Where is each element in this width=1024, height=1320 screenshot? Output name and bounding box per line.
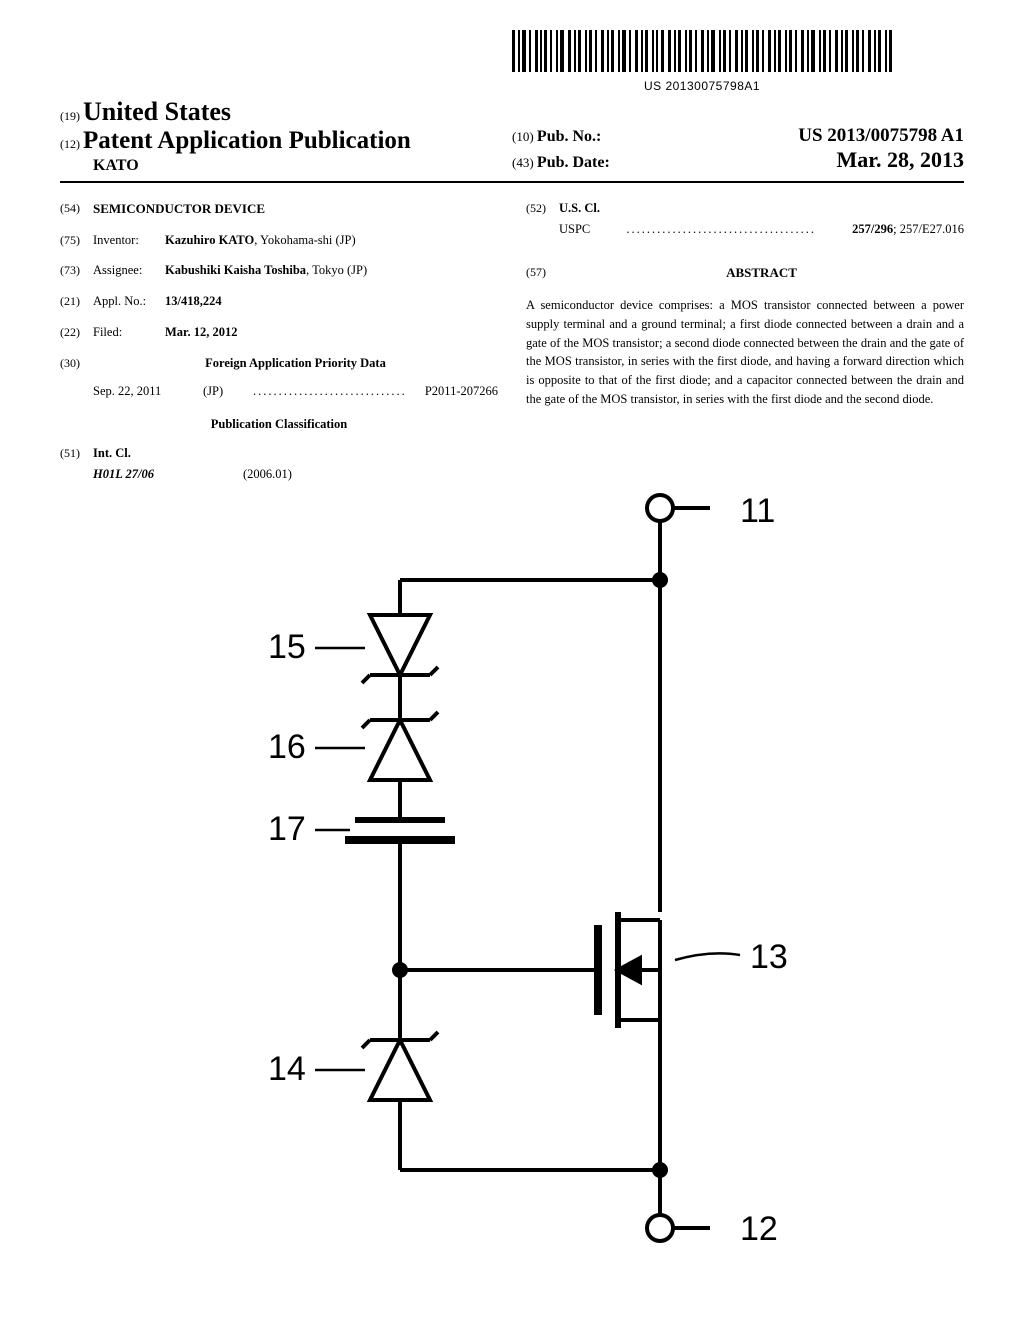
circuit-label-13: 13 xyxy=(750,938,788,977)
inventor-label: Inventor: xyxy=(93,231,165,250)
header: (19) United States (12) Patent Applicati… xyxy=(60,97,964,183)
uspc-label: USPC xyxy=(559,220,590,239)
circuit-label-15: 15 xyxy=(268,628,306,667)
assignee-location: , Tokyo (JP) xyxy=(306,263,367,277)
inventor-location: , Yokohama-shi (JP) xyxy=(254,233,355,247)
pub-no-code: (10) xyxy=(512,129,534,145)
leader-dots: .............................. xyxy=(253,382,425,401)
circuit-label-16: 16 xyxy=(268,728,306,767)
priority-date: Sep. 22, 2011 xyxy=(93,382,203,401)
priority-heading: Foreign Application Priority Data xyxy=(93,354,498,373)
body-columns: (54) SEMICONDUCTOR DEVICE (75) Inventor:… xyxy=(60,199,964,483)
country-code: (19) xyxy=(60,109,80,123)
abstract-code: (57) xyxy=(526,263,559,297)
assignee-label: Assignee: xyxy=(93,261,165,280)
circuit-label-17: 17 xyxy=(268,810,306,849)
barcode xyxy=(512,30,892,77)
pub-type-code: (12) xyxy=(60,137,80,152)
uspc-secondary: ; 257/E27.016 xyxy=(893,222,964,236)
applno-label: Appl. No.: xyxy=(93,292,165,311)
filed-code: (22) xyxy=(60,323,93,342)
pub-date-value: Mar. 28, 2013 xyxy=(836,147,964,173)
filed-label: Filed: xyxy=(93,323,165,342)
inventor-name: Kazuhiro KATO xyxy=(165,233,254,247)
abstract-text: A semiconductor device comprises: a MOS … xyxy=(526,296,964,409)
circuit-label-11: 11 xyxy=(740,492,775,531)
priority-code: (30) xyxy=(60,354,93,383)
pub-no-label: Pub. No.: xyxy=(537,128,601,146)
pub-no-value: US 2013/0075798 A1 xyxy=(798,125,964,147)
priority-country: (JP) xyxy=(203,382,253,401)
author-name: KATO xyxy=(93,157,512,175)
barcode-region: US 20130075798A1 xyxy=(440,30,964,93)
leader-dots: ..................................... xyxy=(590,220,852,239)
title-code: (54) xyxy=(60,199,93,219)
barcode-text: US 20130075798A1 xyxy=(440,79,964,93)
assignee-code: (73) xyxy=(60,261,93,280)
circuit-label-14: 14 xyxy=(268,1050,306,1089)
pub-date-label: Pub. Date: xyxy=(537,154,610,172)
intcl-label: Int. Cl. xyxy=(93,444,131,463)
filed-date: Mar. 12, 2012 xyxy=(165,323,498,342)
pub-type: Patent Application Publication xyxy=(83,127,411,155)
left-column: (54) SEMICONDUCTOR DEVICE (75) Inventor:… xyxy=(60,199,498,483)
pubclass-heading: Publication Classification xyxy=(60,415,498,434)
pub-date-code: (43) xyxy=(512,155,534,171)
priority-number: P2011-207266 xyxy=(425,382,498,401)
intcl-code: (51) xyxy=(60,444,93,463)
uscl-code: (52) xyxy=(526,199,559,218)
invention-title: SEMICONDUCTOR DEVICE xyxy=(93,199,265,219)
application-number: 13/418,224 xyxy=(165,292,498,311)
abstract-heading: ABSTRACT xyxy=(559,263,964,283)
right-column: (52) U.S. Cl. USPC .....................… xyxy=(526,199,964,483)
inventor-code: (75) xyxy=(60,231,93,250)
circuit-label-12: 12 xyxy=(740,1210,778,1249)
applno-code: (21) xyxy=(60,292,93,311)
country: United States xyxy=(83,97,231,126)
assignee-name: Kabushiki Kaisha Toshiba xyxy=(165,263,306,277)
circuit-diagram: 11 12 13 14 15 16 17 xyxy=(200,480,840,1270)
uspc-primary: 257/296 xyxy=(852,222,893,236)
uscl-label: U.S. Cl. xyxy=(559,199,600,218)
